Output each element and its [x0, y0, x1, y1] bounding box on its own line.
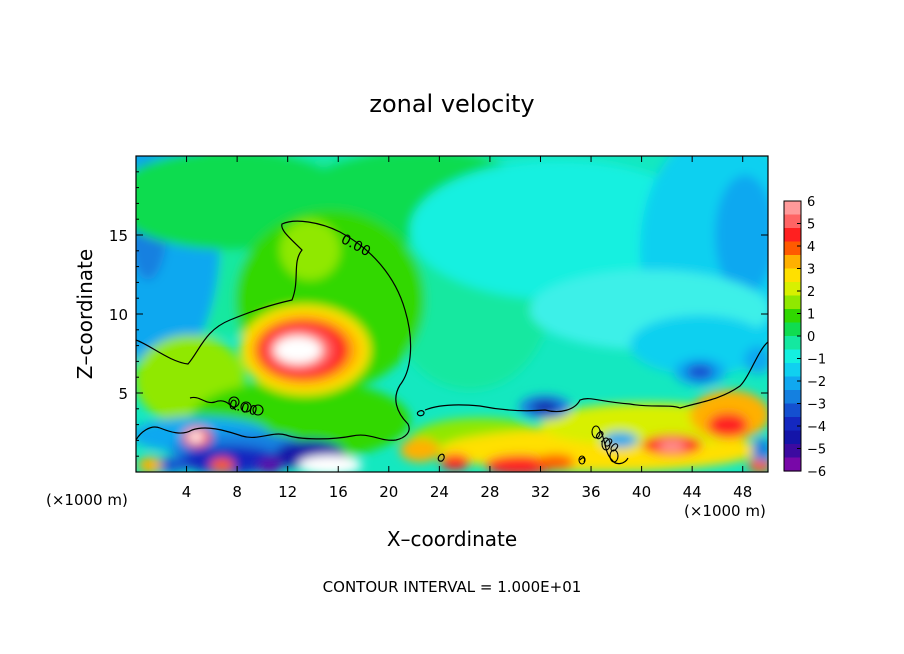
field-region	[188, 432, 204, 442]
colorbar-swatch	[784, 268, 801, 283]
zero-contour-lines	[136, 220, 768, 465]
zero-contour	[591, 425, 601, 439]
x-tick-label: 20	[379, 483, 398, 501]
x-tick-label: 32	[531, 483, 550, 501]
field-region	[630, 315, 768, 375]
x-tick-label: 4	[182, 483, 192, 501]
zero-contour	[136, 220, 412, 441]
x-unit-left: (×1000 m)	[46, 491, 128, 509]
field-region	[708, 413, 748, 437]
colorbar-tick-label: 0	[807, 330, 815, 345]
x-axis-ticks: 4 8 12 16 20 24 28 32 36 40 44 48	[182, 156, 752, 501]
colorbar-tick-label: 3	[807, 263, 815, 278]
zero-contour	[416, 410, 425, 417]
field-region	[602, 432, 638, 448]
field-region	[752, 438, 768, 462]
y-axis-ticks: 5 10 15	[109, 171, 768, 457]
colorbar-tick-label: −6	[807, 465, 826, 480]
field-region	[180, 446, 280, 472]
field-region	[658, 441, 686, 451]
x-tick-label: 40	[632, 483, 651, 501]
zero-contour	[437, 453, 445, 462]
field-region	[274, 336, 322, 364]
colorbar-swatch	[784, 376, 801, 391]
colorbar-swatch	[784, 390, 801, 405]
x-tick-label: 48	[733, 483, 752, 501]
x-tick-label: 28	[480, 483, 499, 501]
colorbar-swatch	[784, 322, 801, 337]
zero-contour	[252, 404, 264, 416]
colorbar-tick-label: −5	[807, 443, 826, 458]
y-tick-label: 10	[109, 306, 128, 324]
contour-label: 0.00	[227, 397, 259, 419]
colorbar-swatch	[784, 241, 801, 256]
colorbar-swatch	[784, 349, 801, 364]
field-region	[210, 458, 234, 472]
zero-contour	[609, 449, 619, 463]
colorbar-tick-label: −2	[807, 375, 826, 390]
colorbar-swatch	[784, 309, 801, 324]
x-tick-label: 44	[683, 483, 702, 501]
y-tick-label: 5	[118, 385, 128, 403]
colorbar-tick-label: 5	[807, 218, 815, 233]
x-tick-label: 16	[329, 483, 348, 501]
x-tick-label: 36	[581, 483, 600, 501]
zero-contour	[579, 457, 586, 463]
colorbar-swatch	[784, 282, 801, 297]
colorbar-swatch	[784, 228, 801, 243]
colorbar-swatch	[784, 417, 801, 432]
colorbar-swatch	[784, 295, 801, 310]
field-region	[715, 175, 768, 295]
field-region	[400, 438, 440, 462]
field-region	[258, 458, 282, 472]
zero-contour	[228, 396, 240, 408]
colorbar-swatch	[784, 214, 801, 229]
chart-title: zonal velocity	[369, 90, 534, 118]
colorbar-swatch	[784, 457, 801, 472]
zero-contour	[240, 401, 252, 413]
plot-area: 0.00 0.00 0.00	[136, 156, 768, 472]
colorbar-swatch	[784, 336, 801, 351]
x-tick-label: 12	[278, 483, 297, 501]
velocity-field	[136, 156, 768, 472]
field-region	[410, 160, 710, 300]
field-region	[440, 454, 470, 470]
x-axis-label: X–coordinate	[387, 527, 517, 551]
zero-contour	[601, 437, 611, 451]
x-unit-right: (×1000 m)	[684, 502, 766, 520]
field-region	[298, 455, 362, 472]
y-tick-label: 15	[109, 227, 128, 245]
colorbar-swatch	[784, 201, 801, 216]
x-tick-label: 24	[430, 483, 449, 501]
zero-contour	[424, 341, 768, 413]
colorbar-tick-label: 6	[807, 195, 815, 210]
x-tick-label: 8	[232, 483, 242, 501]
colorbar-tick-label: −3	[807, 398, 826, 413]
field-region	[280, 220, 340, 280]
y-axis-label: Z–coordinate	[73, 249, 97, 379]
colorbar-swatch	[784, 430, 801, 445]
colorbar-tick-label: −1	[807, 353, 826, 368]
zero-contour	[578, 455, 586, 465]
colorbar-swatch	[784, 255, 801, 270]
field-region	[535, 454, 575, 470]
colorbar-tick-label: 1	[807, 308, 815, 323]
colorbar-tick-label: 4	[807, 240, 815, 255]
colorbar: 6 5 4 3 2 1 0 −1 −2 −3 −4 −5 −6	[783, 195, 826, 480]
colorbar-swatch	[784, 444, 801, 459]
field-region	[686, 364, 714, 380]
colorbar-tick-label: 2	[807, 285, 815, 300]
colorbar-swatch	[784, 403, 801, 418]
field-region	[138, 457, 162, 472]
colorbar-tick-label: −4	[807, 420, 826, 435]
contour-interval-note: CONTOUR INTERVAL = 1.000E+01	[323, 578, 582, 596]
colorbar-swatch	[784, 363, 801, 378]
